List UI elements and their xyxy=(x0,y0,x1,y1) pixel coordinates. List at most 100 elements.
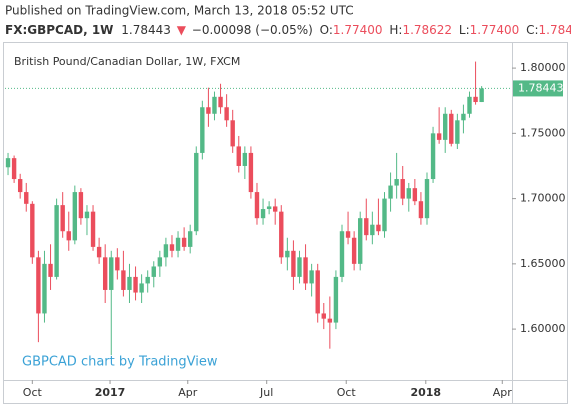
candle-body xyxy=(461,113,466,121)
candle-body xyxy=(175,237,181,251)
chart-title: British Pound/Canadian Dollar, 1W, FXCM xyxy=(14,55,240,68)
candle-body xyxy=(163,244,169,258)
candle-body xyxy=(48,263,53,277)
watermark: GBPCAD chart by TradingView xyxy=(22,355,218,370)
ohlc-value: 1.78443 xyxy=(539,23,571,37)
candle-body xyxy=(121,270,126,290)
candle-body xyxy=(455,120,460,144)
chart-frame xyxy=(3,42,568,404)
last-price-box xyxy=(513,80,563,97)
candle-body xyxy=(327,318,333,323)
candle-body xyxy=(5,158,11,168)
candle-body xyxy=(309,270,314,284)
candle-body xyxy=(473,96,478,103)
candle-body xyxy=(133,276,138,293)
candle-body xyxy=(187,231,193,247)
candle-body xyxy=(212,96,217,114)
x-tick-label: Apr xyxy=(493,386,513,399)
change-arrow: ▼ xyxy=(177,23,187,37)
candle-body xyxy=(436,133,442,140)
candle-body xyxy=(248,152,254,193)
candle-body xyxy=(339,231,345,277)
symbol-line: FX:GBPCAD, 1W 1.78443 ▼ −0.00098 (−0.05%… xyxy=(5,23,571,37)
ohlc-value: 1.77400 xyxy=(333,23,383,37)
candle-body xyxy=(418,201,424,219)
candle-body xyxy=(364,218,369,236)
candle-body xyxy=(11,158,17,180)
candle-body xyxy=(115,257,120,271)
published-line: Published on TradingView.com, March 13, … xyxy=(5,4,354,18)
candle-body xyxy=(151,266,156,277)
symbol: FX:GBPCAD, 1W xyxy=(5,23,113,37)
candle-body xyxy=(266,206,272,210)
candle-body xyxy=(345,231,351,238)
candle-body xyxy=(72,192,78,241)
candle-body xyxy=(297,257,302,277)
candle-body xyxy=(66,231,71,241)
candle-body xyxy=(60,205,65,232)
candle-body xyxy=(358,218,363,264)
y-tick-label: 1.60000 xyxy=(520,322,566,335)
ohlc-label: C: xyxy=(526,23,538,37)
x-tick-label: Apr xyxy=(178,386,198,399)
candle-body xyxy=(376,224,381,232)
candle-body xyxy=(279,211,284,258)
candle-body xyxy=(382,198,387,232)
candle-body xyxy=(254,192,260,219)
candle-body xyxy=(424,179,430,219)
candle-body xyxy=(96,246,102,258)
ohlc-label: O: xyxy=(320,23,333,37)
x-tick-label: 2018 xyxy=(410,386,441,399)
candle-body xyxy=(479,88,484,103)
ohlc-label: H: xyxy=(389,23,402,37)
candle-body xyxy=(90,211,96,247)
ohlc-value: 1.78622 xyxy=(402,23,452,37)
candle-body xyxy=(127,276,132,290)
candle-body xyxy=(370,224,375,236)
candle-body xyxy=(42,263,47,314)
candle-body xyxy=(467,96,472,114)
candle-body xyxy=(406,188,411,199)
y-tick-label: 1.70000 xyxy=(520,192,566,205)
candle-body xyxy=(181,237,187,247)
candle-body xyxy=(272,206,278,212)
x-tick-label: Jul xyxy=(259,386,273,399)
candle-body xyxy=(400,179,405,199)
x-tick-label: Oct xyxy=(337,386,357,399)
candle-body xyxy=(24,192,29,204)
candle-body xyxy=(78,192,84,219)
candle-body xyxy=(54,205,59,277)
candle-body xyxy=(388,185,393,199)
candle-body xyxy=(145,276,150,284)
candle-body xyxy=(412,188,418,202)
change: −0.00098 (−0.05%) xyxy=(192,23,313,37)
candle-body xyxy=(36,257,41,314)
candle-body xyxy=(449,113,454,144)
x-tick-label: Oct xyxy=(23,386,43,399)
candle-body xyxy=(285,250,290,258)
candle-body xyxy=(218,96,223,108)
candle-body xyxy=(303,257,308,284)
candle-body xyxy=(351,237,357,264)
candle-body xyxy=(430,133,436,180)
last-price-label: 1.78443 xyxy=(518,81,564,94)
candle-body xyxy=(30,203,35,258)
candle-body xyxy=(224,107,229,121)
x-tick-label: 2017 xyxy=(95,386,126,399)
candle-body xyxy=(291,250,296,277)
ohlc-label: L: xyxy=(459,23,470,37)
y-tick-label: 1.75000 xyxy=(520,126,566,139)
candle-body xyxy=(157,257,163,267)
candle-body xyxy=(17,179,23,193)
candle-body xyxy=(443,113,448,140)
candle-body xyxy=(102,257,108,290)
candle-body xyxy=(236,146,241,166)
y-tick-label: 1.65000 xyxy=(520,257,566,270)
candle-body xyxy=(109,257,114,290)
candle-body xyxy=(194,152,199,232)
last-value: 1.78443 xyxy=(121,23,171,37)
candle-body xyxy=(242,152,248,166)
candle-body xyxy=(169,244,175,251)
candle-body xyxy=(206,107,211,114)
